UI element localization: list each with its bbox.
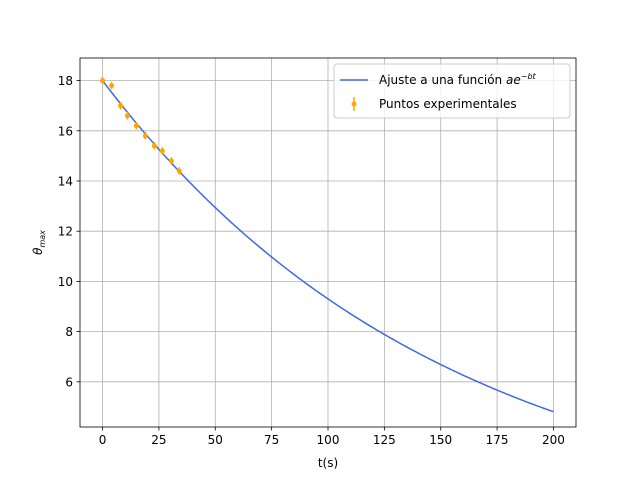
x-axis-label: t(s) bbox=[318, 456, 338, 470]
data-point bbox=[100, 78, 106, 84]
legend-box bbox=[333, 63, 571, 119]
data-point bbox=[159, 148, 165, 154]
axis-ticks: 0 25 50 75 100 125 150 175 200 6 8 10 12 14 16 18 bbox=[58, 74, 565, 447]
data-point bbox=[176, 168, 182, 174]
data-point bbox=[168, 158, 174, 164]
x-tick-label: 175 bbox=[486, 433, 509, 447]
y-tick-label: 10 bbox=[58, 275, 73, 289]
legend-fit-prefix: Ajuste a una función bbox=[379, 73, 506, 87]
y-tick-label: 14 bbox=[58, 175, 73, 189]
legend-points-marker bbox=[351, 101, 357, 107]
y-axis-label-base: θ bbox=[31, 247, 45, 255]
x-tick-label: 100 bbox=[317, 433, 340, 447]
grid bbox=[80, 58, 576, 427]
data-point bbox=[109, 83, 115, 89]
y-tick-label: 16 bbox=[58, 124, 73, 138]
x-tick-label: 0 bbox=[99, 433, 107, 447]
y-tick-label: 12 bbox=[58, 225, 73, 239]
legend-points-swatch bbox=[351, 97, 357, 111]
x-tick-label: 50 bbox=[208, 433, 223, 447]
data-point bbox=[118, 103, 124, 109]
data-point bbox=[142, 133, 148, 139]
legend: Ajuste a una función ae−bt Puntos experi… bbox=[333, 63, 571, 119]
x-tick-label: 25 bbox=[151, 433, 166, 447]
data-point bbox=[124, 113, 130, 119]
y-tick-label: 8 bbox=[65, 325, 73, 339]
x-tick-label: 200 bbox=[542, 433, 565, 447]
y-axis-label: θmax bbox=[31, 230, 47, 255]
legend-fit-math: ae bbox=[506, 73, 521, 87]
x-tick-label: 150 bbox=[429, 433, 452, 447]
x-tick-label: 125 bbox=[373, 433, 396, 447]
x-tick-label: 75 bbox=[264, 433, 279, 447]
plot-series bbox=[100, 76, 554, 413]
data-point bbox=[151, 143, 157, 149]
legend-fit-math-sup: −bt bbox=[521, 72, 537, 81]
legend-fit-label: Ajuste a una función ae−bt bbox=[379, 72, 537, 87]
y-tick-label: 6 bbox=[65, 375, 73, 389]
y-tick-label: 18 bbox=[58, 74, 73, 88]
data-point bbox=[133, 123, 139, 129]
legend-points-label: Puntos experimentales bbox=[379, 97, 517, 111]
y-axis-label-sub: max bbox=[38, 230, 47, 248]
